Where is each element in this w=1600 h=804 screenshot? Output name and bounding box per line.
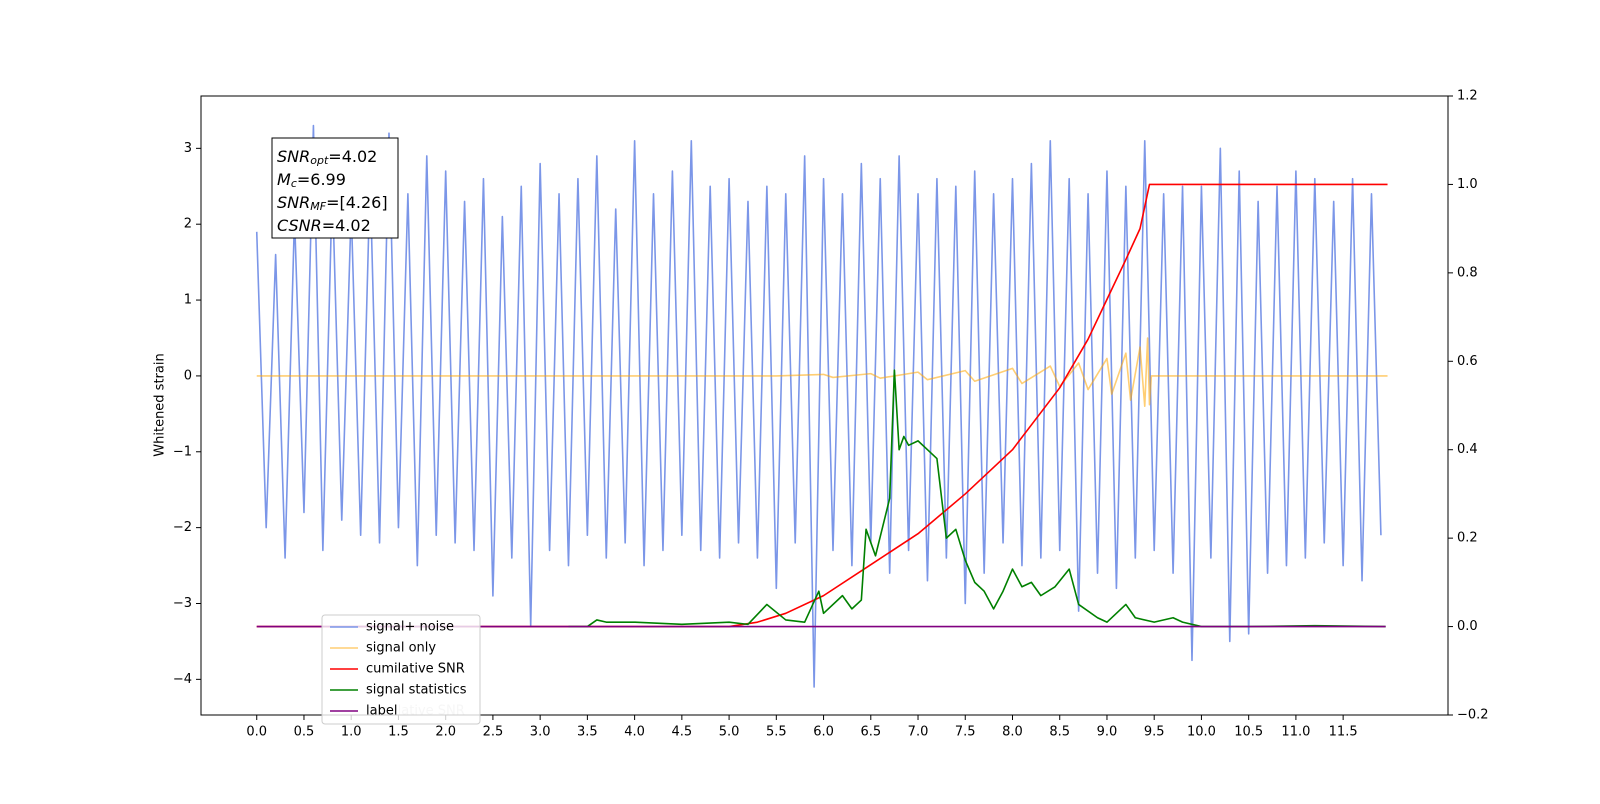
y-tick-label: 2 xyxy=(184,217,192,232)
data-line xyxy=(255,124,1382,688)
y2-tick-label: 0.4 xyxy=(1457,442,1478,457)
y2-tick-label: −0.2 xyxy=(1457,708,1489,723)
x-tick-label: 11.0 xyxy=(1281,725,1310,740)
x-tick-label: 6.5 xyxy=(860,725,881,740)
x-tick-label: 1.5 xyxy=(388,725,409,740)
annotation-value: =6.99 xyxy=(297,170,346,189)
x-tick-label: 6.0 xyxy=(813,725,834,740)
annotation-value: =[4.26] xyxy=(326,193,388,212)
x-tick-label: 3.0 xyxy=(530,725,551,740)
y2-tick-label: 0.6 xyxy=(1457,354,1478,369)
legend-frame xyxy=(321,614,481,725)
x-tick-label: 5.5 xyxy=(766,725,787,740)
y-axis-label: Whitened strain xyxy=(153,353,168,456)
x-tick-label: 4.5 xyxy=(672,725,693,740)
data-line xyxy=(256,337,1388,408)
y2-tick-label: 0.2 xyxy=(1457,531,1478,546)
x-tick-label: 8.0 xyxy=(1002,725,1023,740)
annotation-value: =4.02 xyxy=(328,147,377,166)
annotation-subscript: opt xyxy=(310,154,329,167)
annotation-symbol: SNR xyxy=(277,193,310,212)
x-tick-label: 0.5 xyxy=(294,725,315,740)
legend-label: signal+ noise xyxy=(366,620,454,635)
annotation-symbol: M xyxy=(277,170,291,189)
x-tick-label: 4.0 xyxy=(624,725,645,740)
x-tick-label: 5.0 xyxy=(719,725,740,740)
x-tick-label: 10.5 xyxy=(1234,725,1263,740)
x-tick-label: 1.0 xyxy=(341,725,362,740)
y-tick-label: 1 xyxy=(184,293,192,308)
data-line xyxy=(568,369,1386,628)
axes-frame xyxy=(200,95,1449,716)
annotation-line: Mc=6.99 xyxy=(277,170,346,191)
annotation-subscript: c xyxy=(291,177,297,190)
y-tick-label: 0 xyxy=(184,368,192,383)
x-tick-label: 8.5 xyxy=(1049,725,1070,740)
x-tick-label: 9.0 xyxy=(1097,725,1118,740)
x-tick-label: 3.5 xyxy=(577,725,598,740)
x-tick-label: 0.0 xyxy=(246,725,267,740)
annotation-symbol: SNR xyxy=(277,147,310,166)
y-tick-label: −4 xyxy=(173,672,192,687)
y-tick-label: −1 xyxy=(173,444,192,459)
annotation-line: SNRMF=[4.26] xyxy=(277,193,388,214)
x-tick-label: 11.5 xyxy=(1329,725,1358,740)
legend-label: label xyxy=(366,704,397,719)
x-tick-label: 9.5 xyxy=(1144,725,1165,740)
x-tick-label: 2.0 xyxy=(435,725,456,740)
legend-label: cumilative SNR xyxy=(366,662,465,677)
annotation-line: SNRopt=4.02 xyxy=(277,147,377,168)
annotation-frame xyxy=(271,137,399,239)
annotation-line: CSNR=4.02 xyxy=(277,216,371,235)
x-tick-label: 7.5 xyxy=(955,725,976,740)
y-tick-label: −2 xyxy=(173,520,192,535)
y2-tick-label: 0.0 xyxy=(1457,619,1478,634)
y-tick-label: −3 xyxy=(173,596,192,611)
annotation-subscript: MF xyxy=(310,200,326,213)
data-line xyxy=(256,183,1388,628)
legend-label: signal only xyxy=(366,641,436,656)
y2-tick-label: 1.0 xyxy=(1457,177,1478,192)
annotation-symbol: CSNR xyxy=(277,216,322,235)
annotation-value: =4.02 xyxy=(322,216,371,235)
y2-tick-label: 1.2 xyxy=(1457,89,1478,104)
y-tick-label: 3 xyxy=(184,141,192,156)
legend-label: signal statistics xyxy=(366,683,467,698)
y2-tick-label: 0.8 xyxy=(1457,265,1478,280)
x-tick-label: 2.5 xyxy=(483,725,504,740)
x-tick-label: 7.0 xyxy=(908,725,929,740)
x-tick-label: 10.0 xyxy=(1187,725,1216,740)
